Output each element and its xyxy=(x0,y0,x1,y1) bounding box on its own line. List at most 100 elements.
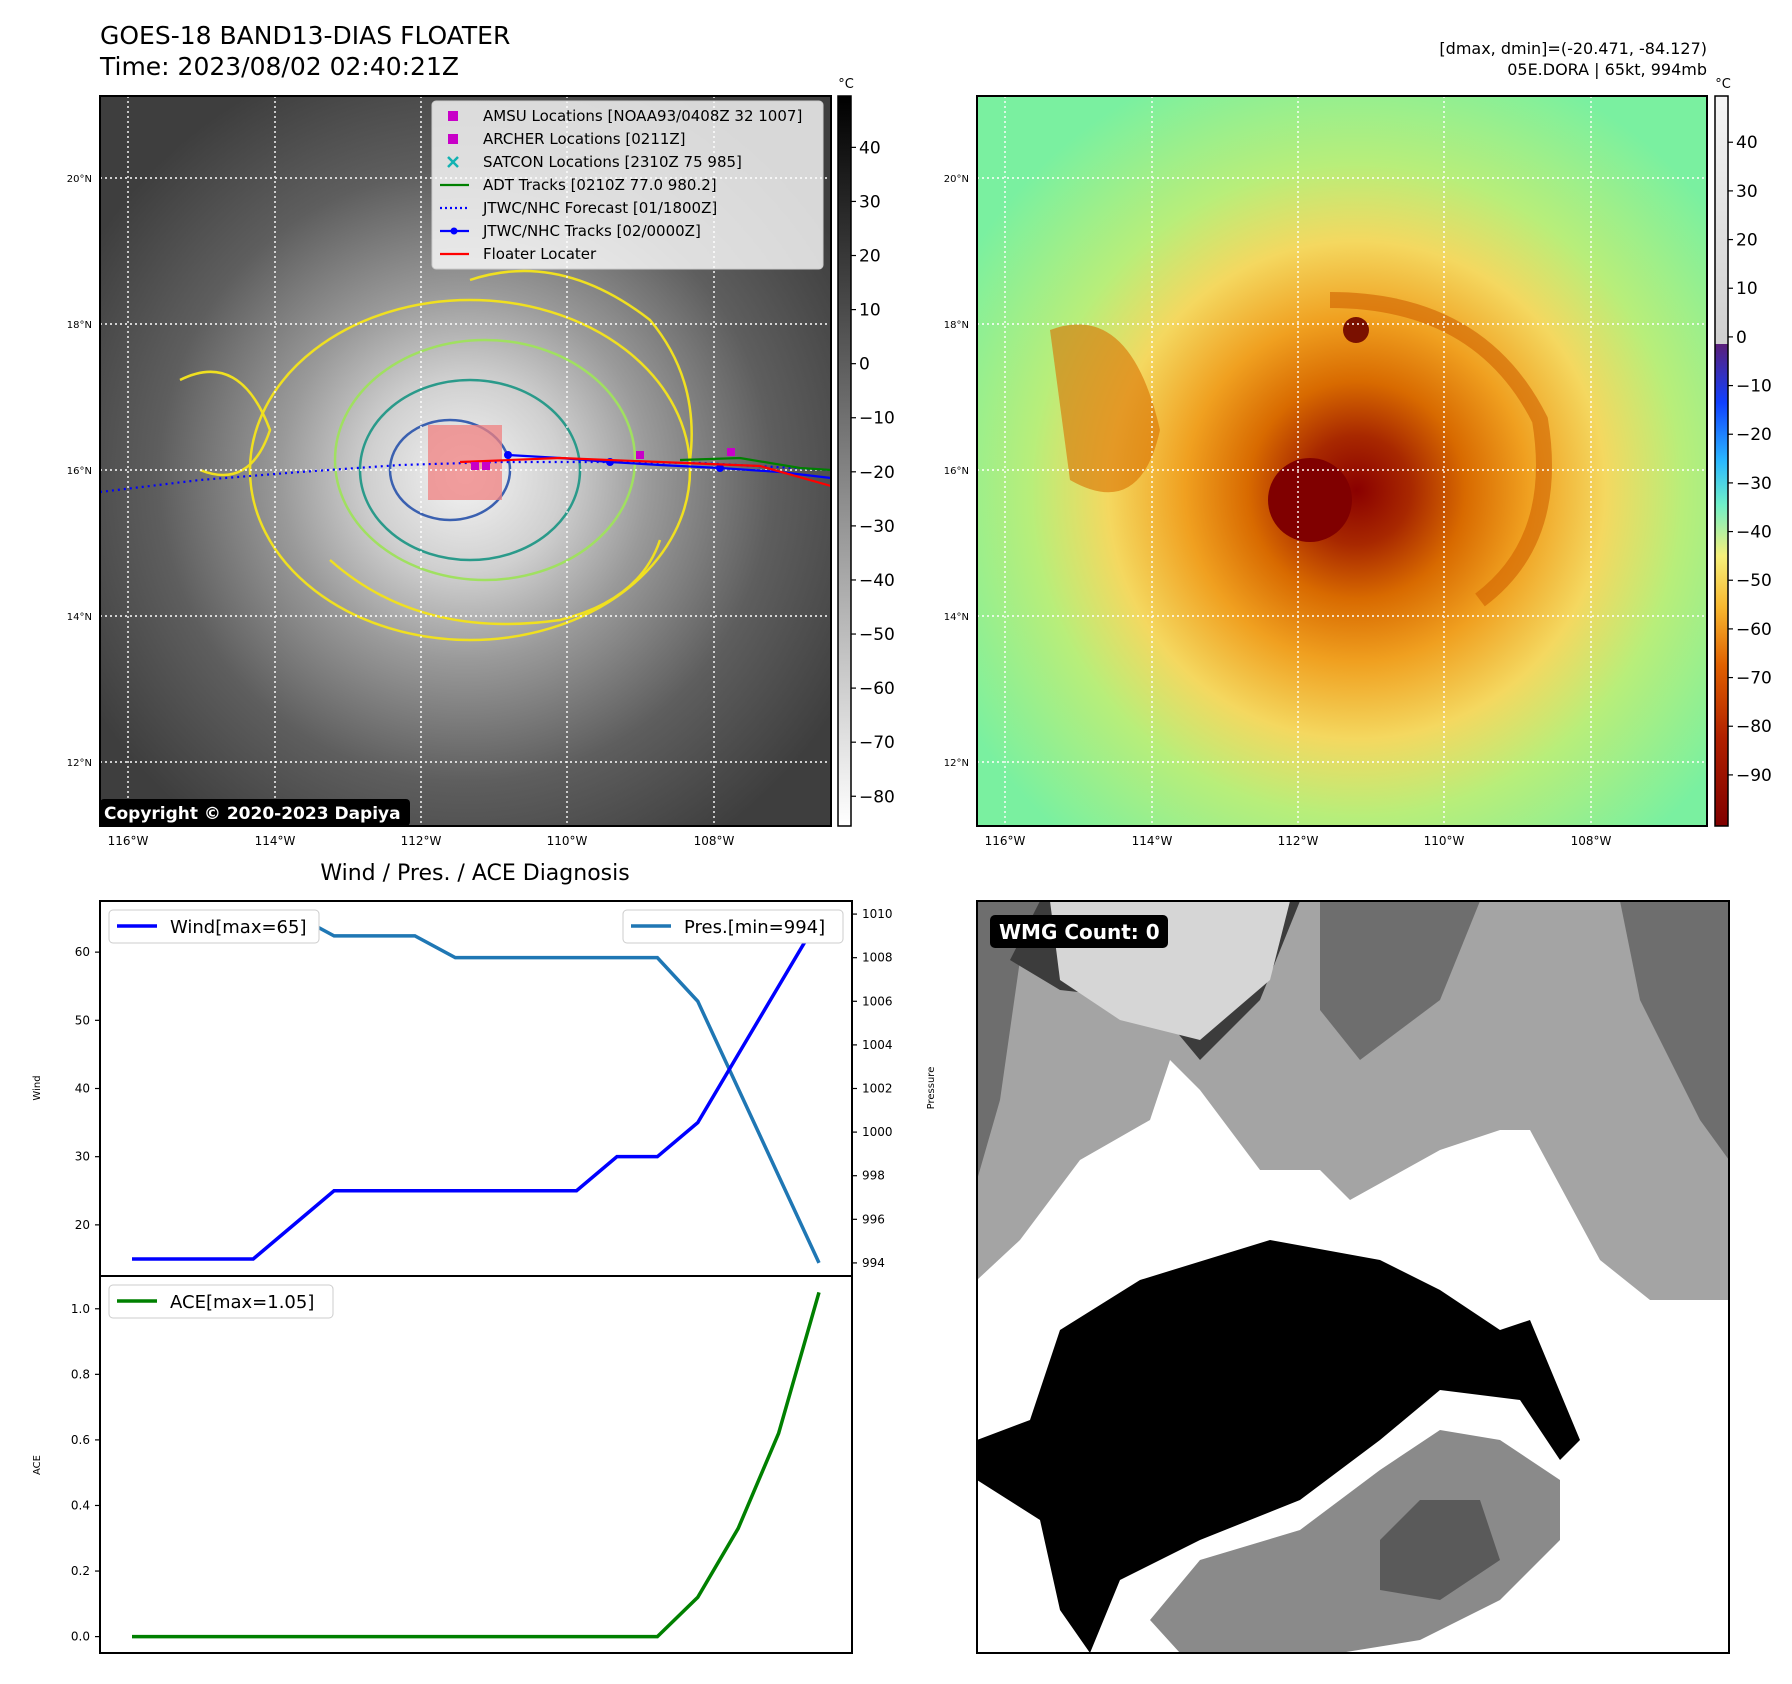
floater-track xyxy=(459,456,831,488)
ace-legend: ACE[max=1.05] xyxy=(108,1284,334,1319)
colorbar-tick-label: −10 xyxy=(1736,377,1772,397)
wind-axis-label: Wind xyxy=(32,1075,43,1100)
amsu-marker xyxy=(636,451,644,459)
map1-lat-label: 16°N xyxy=(67,466,92,477)
colorbar-tick-label: −80 xyxy=(1736,717,1772,737)
map1-lon-label: 110°W xyxy=(547,834,588,848)
legend-item: ARCHER Locations [0211Z] xyxy=(448,130,686,148)
legend-item: AMSU Locations [NOAA93/0408Z 32 1007] xyxy=(448,107,802,125)
map2-lon-label: 112°W xyxy=(1278,834,1319,848)
pressure-tick-label: 1010 xyxy=(862,907,893,921)
wind-pressure-chart: 20 30 40 50 60 994 996 998 1000 1002 1004 1006 1008… xyxy=(32,900,937,1277)
east-band xyxy=(1329,292,1552,607)
map1-frame xyxy=(99,95,832,827)
colorbar-tick-label: 20 xyxy=(1736,231,1758,251)
wmg-image xyxy=(977,901,1729,1653)
colorbar-tick-label: 20 xyxy=(859,247,881,267)
colorbar-tick-label: −20 xyxy=(859,463,895,483)
colorbar-tick-label: −30 xyxy=(1736,474,1772,494)
tracks xyxy=(100,448,831,494)
map1-lat-label: 20°N xyxy=(67,174,92,185)
map1-lat-label: 18°N xyxy=(67,320,92,331)
colorbar-tick-label: −50 xyxy=(859,625,895,645)
colorbar-tick-label: −30 xyxy=(859,517,895,537)
pressure-tick-label: 1006 xyxy=(862,994,893,1008)
wind-legend-label: Wind[max=65] xyxy=(170,917,307,938)
color-bands xyxy=(1050,292,1552,607)
contour-west-band xyxy=(179,370,272,477)
colorbar-tick-label: −10 xyxy=(859,409,895,429)
best-track-point xyxy=(504,451,512,459)
legend-item: ADT Tracks [0210Z 77.0 980.2] xyxy=(440,176,717,194)
eye-region xyxy=(1268,458,1352,542)
figure-title-line2: Time: 2023/08/02 02:40:21Z xyxy=(99,52,459,81)
ir-map-color xyxy=(976,95,1708,827)
colorbar-gray: °C 40 30 20 10 0 −10 −20 −30 −40 −50 −60 −70 −80 xyxy=(837,77,895,827)
legend-label: AMSU Locations [NOAA93/0408Z 32 1007] xyxy=(483,107,802,125)
wmg-region-dark-gray xyxy=(977,901,1040,1180)
pressure-tick-label: 1000 xyxy=(862,1125,893,1139)
wind-tick-label: 40 xyxy=(75,1082,90,1096)
colorbar-tick-label: −40 xyxy=(1736,523,1772,543)
colorbar-tick-label: 40 xyxy=(1736,133,1758,153)
convective-cell xyxy=(1343,317,1369,343)
wind-legend-box xyxy=(108,909,320,944)
colorbar-tick-label: −60 xyxy=(1736,620,1772,640)
colorbar-tick-label: −50 xyxy=(1736,571,1772,591)
wmg-region-east-dark xyxy=(1620,901,1729,1160)
map2-lat-label: 18°N xyxy=(944,320,969,331)
wind-tick-label: 30 xyxy=(75,1150,90,1164)
legend-square-marker xyxy=(448,134,458,144)
map2-grid xyxy=(977,96,1707,826)
pressure-axis-label: Pressure xyxy=(926,1067,937,1110)
map1-lat-label: 12°N xyxy=(67,758,92,769)
colorbar-tick-label: 10 xyxy=(859,301,881,321)
colorbar-tick-label: −90 xyxy=(1736,766,1772,786)
map2-lat-label: 14°N xyxy=(944,612,969,623)
legend-label: JTWC/NHC Tracks [02/0000Z] xyxy=(482,222,701,240)
copyright-text: Copyright © 2020-2023 Dapiya xyxy=(104,804,401,824)
ace-legend-box xyxy=(108,1284,334,1319)
colorbar-tick-label: −60 xyxy=(859,679,895,699)
wind-tick-label: 50 xyxy=(75,1013,90,1027)
amsu-marker xyxy=(727,448,735,456)
map2-lon-label: 114°W xyxy=(1132,834,1173,848)
colorbar-tick-label: −70 xyxy=(859,733,895,753)
wmg-frame xyxy=(976,900,1730,1654)
map1-lon-label: 114°W xyxy=(255,834,296,848)
pressure-tick-label: 998 xyxy=(862,1169,885,1183)
colorbar-tick-label: 30 xyxy=(1736,182,1758,202)
wind-tick-label: 60 xyxy=(75,945,90,959)
legend-dot-marker xyxy=(450,227,458,235)
map2-lon-label: 108°W xyxy=(1571,834,1612,848)
legend-square-marker xyxy=(448,111,458,121)
ace-frame xyxy=(99,1275,853,1654)
legend-label: ADT Tracks [0210Z 77.0 980.2] xyxy=(483,176,717,194)
pressure-legend: Pres.[min=994] xyxy=(622,909,844,944)
pressure-tick-label: 1008 xyxy=(862,951,893,965)
colorbar-tick-label: −20 xyxy=(1736,425,1772,445)
legend-label: JTWC/NHC Forecast [01/1800Z] xyxy=(482,199,717,217)
wind-tick-label: 20 xyxy=(75,1218,90,1232)
ace-tick-label: 1.0 xyxy=(71,1302,90,1316)
pressure-tick-label: 1004 xyxy=(862,1038,893,1052)
wmg-panel: WMG Count: 0 xyxy=(976,900,1730,1654)
colorbar-tick-label: 0 xyxy=(859,355,870,375)
map1-lon-label: 112°W xyxy=(401,834,442,848)
ace-axis-label: ACE xyxy=(32,1455,43,1475)
archer-marker xyxy=(482,462,490,470)
map1-lat-label: 14°N xyxy=(67,612,92,623)
legend-item: JTWC/NHC Tracks [02/0000Z] xyxy=(440,222,701,240)
colorbar-gray-unit: °C xyxy=(838,77,854,92)
stats-line1: [dmax, dmin]=(-20.471, -84.127) xyxy=(1439,39,1707,58)
wmg-count-label: WMG Count: 0 xyxy=(999,920,1160,944)
colorbar-color: °C 40 30 20 10 0 −10 −20 −30 −40 −50 −60 −70 −80 −90 xyxy=(1714,77,1772,827)
adt-track xyxy=(679,456,831,472)
colorbar-gray-bar xyxy=(837,95,852,827)
legend-item: Floater Locater xyxy=(440,245,597,263)
ace-tick-label: 0.8 xyxy=(71,1367,90,1381)
contour-north-band xyxy=(469,269,693,461)
diagnosis-title: Wind / Pres. / ACE Diagnosis xyxy=(320,861,629,886)
colorbar-color-bar xyxy=(1714,95,1729,827)
